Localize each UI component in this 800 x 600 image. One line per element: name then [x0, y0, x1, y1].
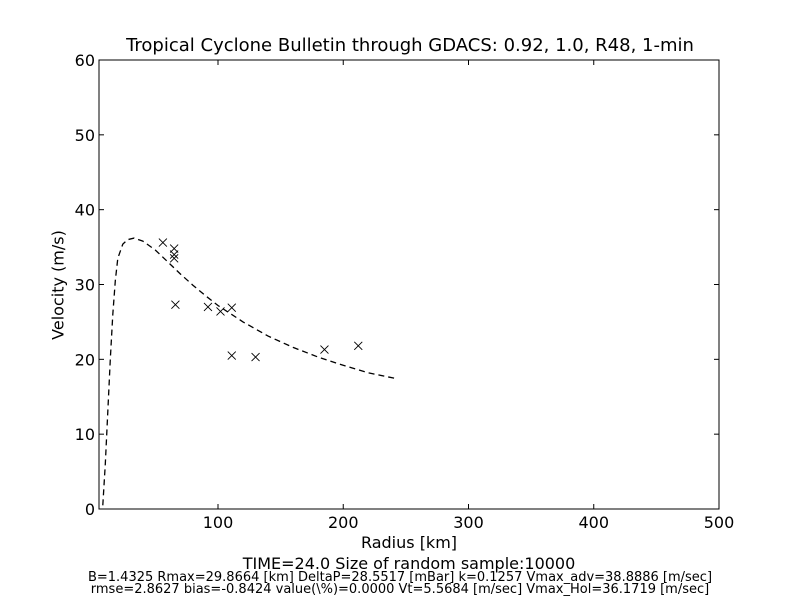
chart-title: Tropical Cyclone Bulletin through GDACS:…: [126, 35, 694, 56]
dashed-fit-line: [102, 237, 398, 506]
y-tick-label: 40: [75, 201, 95, 220]
y-tick-label: 30: [75, 276, 95, 295]
y-tick-label: 0: [85, 500, 95, 519]
scatter-point: [158, 238, 168, 247]
x-tick-label: 400: [578, 513, 609, 532]
scatter-point: [251, 352, 260, 362]
scatter-points: [158, 238, 363, 362]
x-tick-label: 200: [328, 513, 359, 532]
scatter-point: [203, 302, 213, 312]
y-tick-label: 20: [75, 350, 95, 369]
scatter-point: [320, 345, 329, 354]
scatter-point: [353, 341, 363, 351]
footer-statistics: rmse=2.8627 bias=-0.8424 value(\%)=0.000…: [90, 582, 710, 597]
scatter-point: [227, 303, 237, 313]
y-tick-label: 50: [75, 126, 95, 145]
scatter-point: [169, 253, 179, 263]
footer-time-sample: TIME=24.0 Size of random sample:10000: [242, 554, 576, 573]
scatter-point: [169, 250, 179, 259]
x-tick-label: 300: [453, 513, 484, 532]
scatter-point: [171, 300, 180, 310]
y-axis-label: Velocity (m/s): [48, 230, 68, 340]
footer-parameters: B=1.4325 Rmax=29.8664 [km] DeltaP=28.551…: [87, 570, 713, 585]
scatter-point: [227, 351, 237, 360]
scatter-point: [216, 307, 225, 316]
y-tick-label: 60: [75, 51, 95, 70]
x-axis-label: Radius [km]: [360, 533, 458, 552]
axis-ticks: [99, 59, 720, 510]
axis-tick-labels: 100 200 300 400 500 0 10 20 30 40 50 60: [75, 51, 735, 532]
y-tick-label: 10: [75, 425, 95, 444]
x-tick-label: 500: [704, 513, 735, 532]
scatter-point: [169, 244, 179, 253]
x-tick-label: 100: [203, 513, 234, 532]
